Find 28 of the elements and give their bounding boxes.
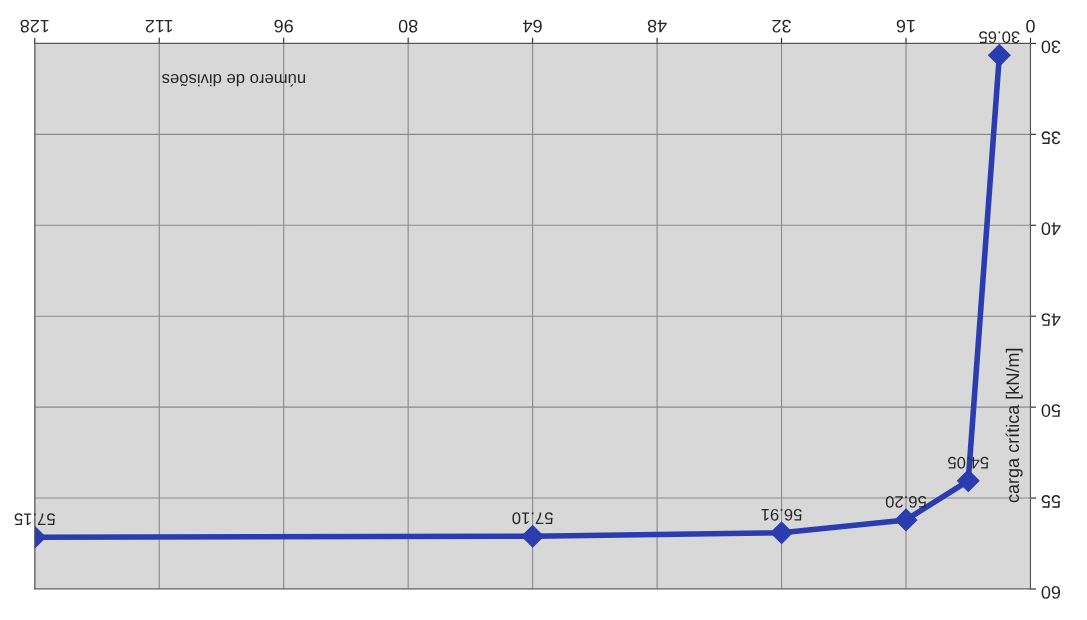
point: [956, 469, 980, 493]
data-label: 30.65: [979, 31, 1020, 44]
point: [988, 43, 1011, 67]
y-axis-title: carga crítica [kN/m]: [1005, 348, 1023, 503]
x-tick-label: 64: [523, 19, 542, 33]
x-tick-label: 32: [772, 19, 791, 33]
data-label: 57.10: [512, 512, 553, 525]
x-tick-label: 128: [20, 19, 49, 33]
x-axis-title: número de divisões: [162, 73, 306, 87]
data-label: 54.05: [948, 456, 989, 469]
x-tick-label: 80: [398, 19, 418, 33]
y-tick-label: 60: [1041, 586, 1061, 599]
y-tick-label: 45: [1041, 313, 1061, 326]
x-tick-label: 16: [896, 19, 915, 33]
y-tick-label: 35: [1041, 131, 1061, 145]
x-tick-label: 48: [647, 19, 667, 33]
x-tick-label: 96: [274, 19, 293, 33]
data-label: 56.20: [885, 495, 927, 508]
data-label: 57.15: [14, 513, 55, 525]
y-tick-label: 40: [1041, 222, 1061, 236]
point: [894, 508, 918, 532]
y-tick-label: 55: [1041, 495, 1061, 508]
point: [770, 521, 793, 545]
data-label: 56.91: [761, 508, 802, 521]
y-tick-label: 50: [1041, 404, 1061, 417]
y-tick-label: 30: [1041, 40, 1061, 54]
x-tick-label: 0: [1026, 19, 1035, 33]
x-tick-label: 112: [145, 19, 173, 33]
